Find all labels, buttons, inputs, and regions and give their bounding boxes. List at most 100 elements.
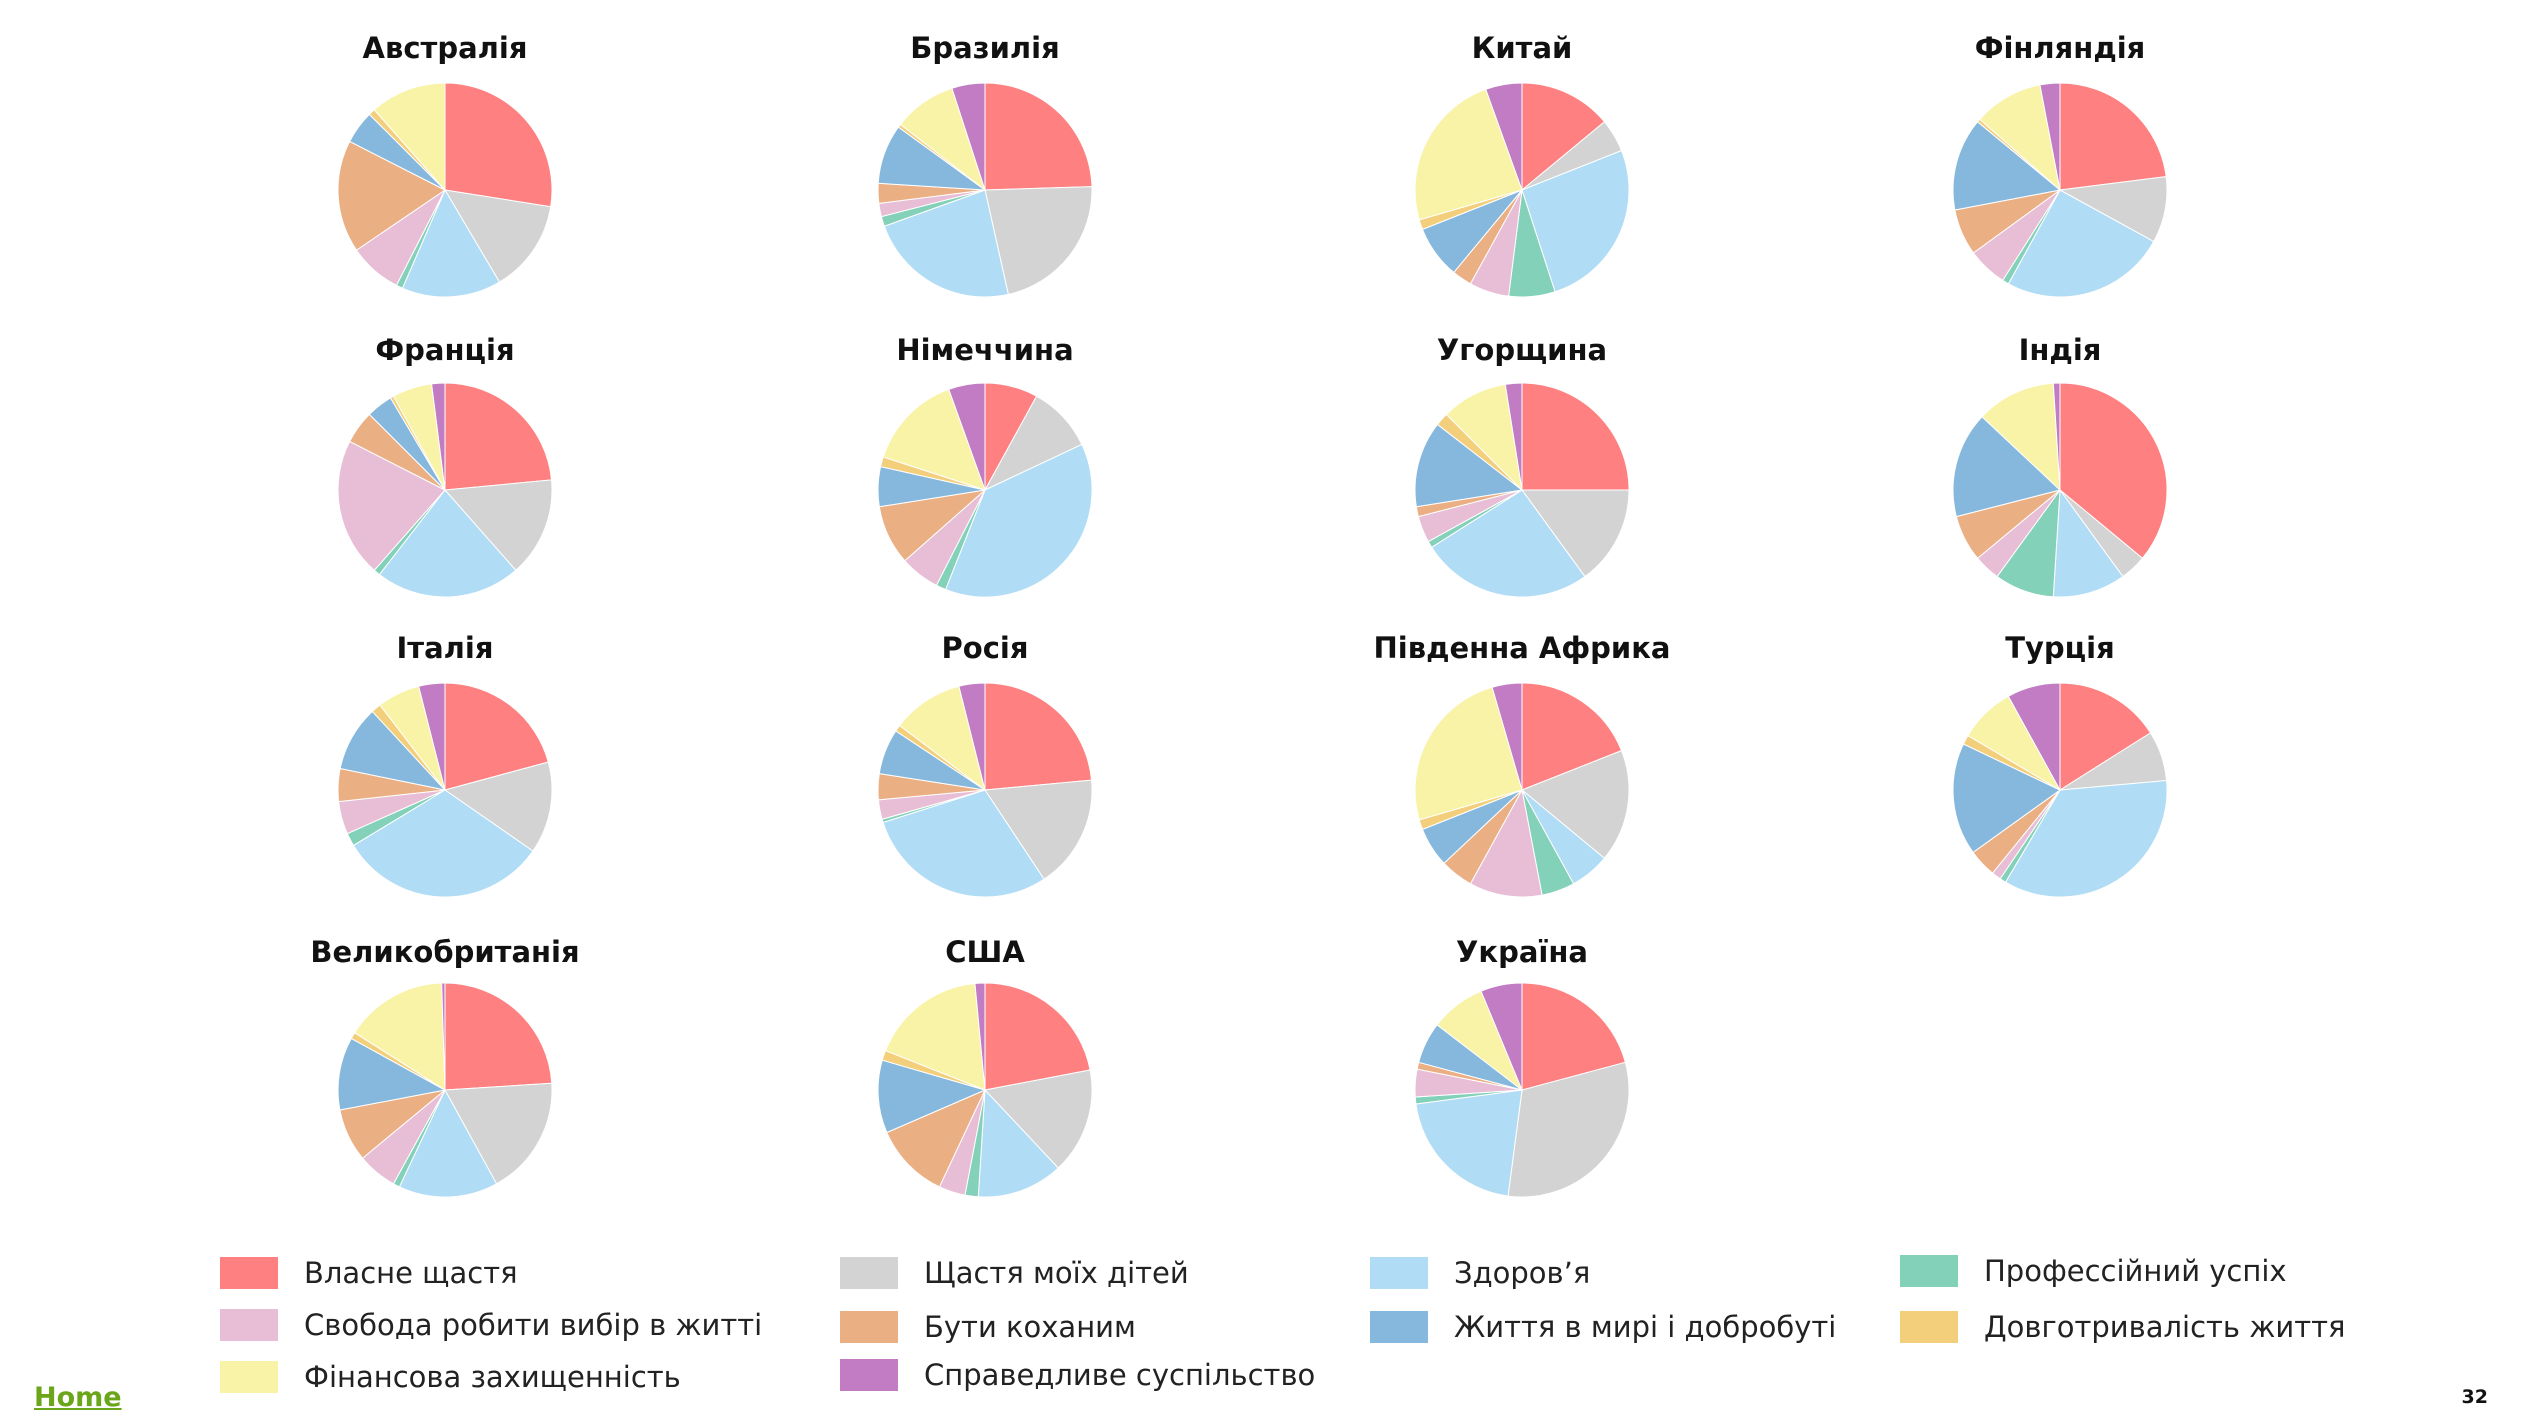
pie-slice-10 [431, 382, 446, 491]
pie-chart-15: Україна [1414, 935, 1630, 1198]
pie-title: Турція [2005, 631, 2115, 665]
pie-chart-11: Південна Африка [1374, 631, 1671, 898]
pie-slice-3 [352, 789, 534, 898]
pie-slice-1 [2059, 382, 2168, 559]
pie-slice-1 [2059, 682, 2152, 791]
pie-slice-9 [1414, 686, 1523, 821]
pie-chart-8: Індія [1952, 333, 2168, 598]
pie-slice-1 [444, 82, 553, 208]
pie-slice-10 [948, 382, 986, 491]
pie-slice-10 [2039, 82, 2061, 191]
pie-title: Індія [2019, 333, 2102, 367]
pie-title: Італія [397, 631, 494, 665]
pie-slice-10 [2007, 682, 2061, 791]
pie-slice-10 [441, 982, 446, 1091]
pie-slice-1 [984, 682, 1093, 791]
pie-slice-9 [353, 982, 446, 1091]
pie-slice-9 [373, 82, 446, 192]
pie-slice-1 [444, 682, 549, 791]
pie-slice-7 [337, 1037, 447, 1111]
pie-chart-14: США [877, 935, 1093, 1198]
legend-item: Фінансова захищенність [220, 1352, 681, 1402]
pie-slice-1 [444, 382, 553, 491]
pie-slice-1 [444, 982, 553, 1091]
legend-swatch [1370, 1257, 1428, 1289]
pie-slice-2 [444, 189, 552, 283]
pie-slice-1 [1521, 982, 1626, 1091]
pie-slice-5 [337, 440, 446, 571]
pie-slice-1 [1521, 82, 1606, 192]
pie-slice-2 [984, 186, 1093, 296]
pie-slice-9 [1981, 382, 2061, 492]
pie-slice-3 [2004, 779, 2168, 898]
pie-slice-3 [977, 1088, 1059, 1198]
legend-item: Профессійний успіх [1900, 1246, 2287, 1296]
legend-swatch [840, 1311, 898, 1343]
legend-item: Життя в мирі і добробуті [1370, 1302, 1836, 1352]
pie-chart-6: Німеччина [877, 333, 1093, 598]
pie-slice-9 [1414, 88, 1523, 221]
pie-chart-2: Бразилія [877, 31, 1093, 298]
legend-label: Профессійний успіх [1984, 1254, 2287, 1288]
pie-slice-7 [1952, 416, 2062, 518]
pie-slice-6 [337, 140, 446, 251]
legend-swatch [220, 1309, 278, 1341]
pie-slice-2 [443, 479, 553, 571]
pie-title: Україна [1456, 935, 1588, 969]
pie-title: Австралія [363, 31, 528, 65]
pie-slice-2 [444, 1082, 553, 1185]
pie-slice-1 [1521, 382, 1630, 491]
pie-slice-3 [398, 1088, 498, 1198]
legend-swatch [1900, 1311, 1958, 1343]
pie-slice-9 [1979, 84, 2061, 192]
legend-label: Життя в мирі і добробуті [1454, 1310, 1837, 1344]
pie-slice-3 [2052, 488, 2124, 598]
legend-item: Бути коханим [840, 1302, 1136, 1352]
pie-slice-7 [1414, 423, 1524, 508]
pie-chart-1: Австралія [337, 31, 553, 298]
pie-slice-3 [944, 443, 1093, 598]
pie-title: США [945, 935, 1025, 969]
pie-slice-3 [1430, 489, 1586, 598]
legend-item: Свобода робити вибір в житті [220, 1300, 762, 1350]
pie-chart-4: Фінляндія [1952, 31, 2168, 298]
pie-title: Південна Африка [1374, 631, 1671, 665]
pie-slice-3 [883, 189, 1009, 298]
pie-title: Великобританія [310, 935, 579, 969]
legend-swatch [220, 1361, 278, 1393]
pie-chart-12: Турція [1952, 631, 2168, 898]
legend-swatch [1370, 1311, 1428, 1343]
legend-label: Здоров’я [1454, 1256, 1591, 1290]
pie-slice-10 [951, 82, 986, 191]
pie-slice-7 [1952, 743, 2061, 854]
pie-chart-3: Китай [1414, 31, 1630, 298]
pie-slice-7 [877, 1059, 987, 1134]
legend-item: Здоров’я [1370, 1248, 1590, 1298]
legend-item: Власне щастя [220, 1248, 518, 1298]
pie-slice-10 [974, 982, 986, 1091]
pie-title: Франція [375, 333, 514, 367]
legend-item: Щастя моїх дітей [840, 1248, 1189, 1298]
legend-label: Справедливе суспільство [924, 1358, 1316, 1392]
pie-slice-3 [1521, 149, 1630, 293]
pie-slice-1 [984, 82, 1093, 191]
pie-slice-5 [1469, 788, 1543, 898]
home-link[interactable]: Home [34, 1382, 122, 1413]
pie-chart-13: Великобританія [310, 935, 580, 1198]
pie-slice-3 [1415, 1089, 1523, 1197]
pie-slice-10 [2052, 382, 2061, 491]
legend-item: Довготривалість життя [1900, 1302, 2345, 1352]
pie-title: Угорщина [1437, 333, 1607, 367]
pie-title: Бразилія [910, 31, 1059, 65]
pie-slice-9 [898, 685, 986, 792]
pie-slice-2 [1507, 1061, 1630, 1198]
pie-chart-10: Росія [877, 631, 1093, 898]
legend-label: Щастя моїх дітей [924, 1256, 1189, 1290]
pie-chart-9: Італія [337, 631, 553, 898]
legend-label: Фінансова захищенність [304, 1360, 681, 1394]
pie-slice-10 [1491, 682, 1523, 791]
pie-slice-9 [882, 388, 986, 491]
pie-slice-10 [958, 682, 986, 791]
pie-title: Китай [1472, 31, 1573, 65]
